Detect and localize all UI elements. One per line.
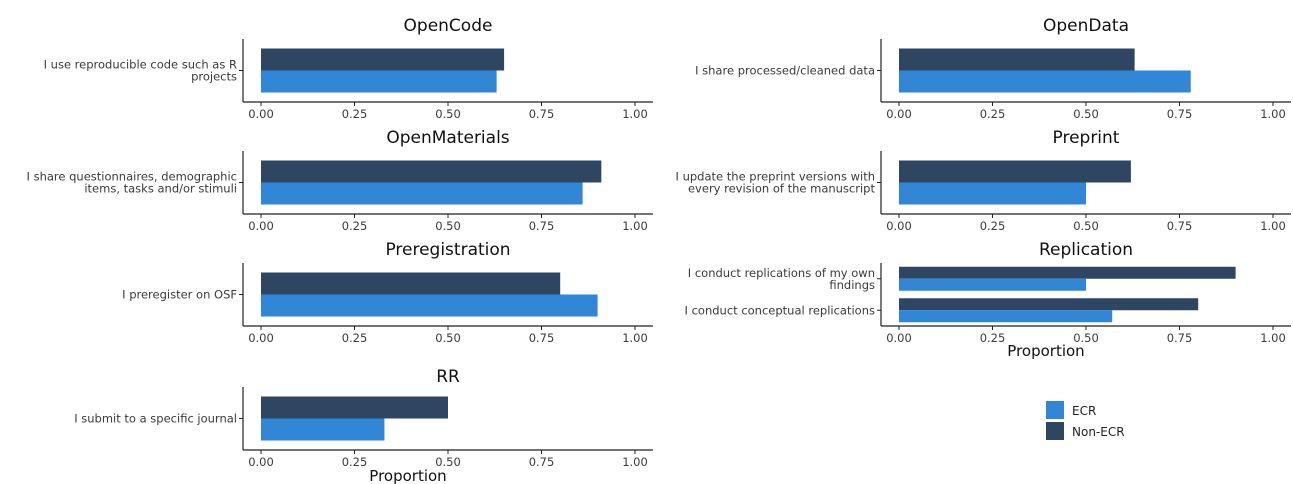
x-tick-label: 0.75 [1167,219,1193,233]
x-tick-label: 1.00 [622,331,648,345]
bar-non-ecr [899,298,1199,311]
x-tick-label: 0.75 [1167,331,1193,345]
category-label: I preregister on OSF [122,288,237,302]
x-tick-label: 0.50 [435,219,461,233]
x-tick-label: 1.00 [622,219,648,233]
x-tick-label: 0.25 [980,219,1006,233]
bar-ecr [899,70,1191,93]
panel-title: OpenMaterials [386,128,509,148]
bar-non-ecr [261,272,561,295]
x-tick-label: 1.00 [622,107,648,121]
x-tick-label: 0.25 [980,331,1006,345]
bar-ecr [899,310,1113,323]
facet-panel-preregistration: Preregistration I preregister on OSF 0.00 0… [122,240,653,345]
legend-label: Non-ECR [1072,425,1125,439]
category-label: items, tasks and/or stimuli [84,182,237,196]
x-tick-label: 0.00 [248,455,274,469]
facet-panel-opencode: OpenCode I use reproducible code such as … [44,16,653,121]
legend: ECR Non-ECR [1046,401,1125,440]
bar-non-ecr [899,160,1131,183]
bar-ecr [899,182,1086,205]
category-label: findings [829,278,875,292]
x-tick-label: 0.50 [1073,219,1099,233]
x-tick-label: 0.75 [529,107,555,121]
panel-title: OpenData [1043,16,1129,36]
x-tick-label: 1.00 [1260,107,1286,121]
x-tick-label: 0.25 [342,219,368,233]
x-tick-label: 0.50 [1073,107,1099,121]
x-tick-label: 0.00 [886,331,912,345]
panel-title: Replication [1039,240,1133,260]
bar-ecr [261,70,497,93]
x-tick-label: 0.50 [435,455,461,469]
facet-panel-opendata: OpenData I share processed/cleaned data 0.… [695,16,1291,121]
bar-ecr [261,418,385,441]
bar-non-ecr [899,48,1135,71]
x-tick-label: 0.25 [342,331,368,345]
x-tick-label: 0.75 [1167,107,1193,121]
x-tick-label: 0.25 [980,107,1006,121]
x-tick-label: 0.75 [529,455,555,469]
x-tick-label: 0.00 [248,219,274,233]
category-label: I share questionnaires, demographic [27,170,237,184]
bar-ecr [261,182,583,205]
x-tick-label: 1.00 [1260,219,1286,233]
x-tick-label: 0.25 [342,455,368,469]
x-tick-label: 0.75 [529,331,555,345]
x-tick-label: 0.50 [1073,331,1099,345]
x-tick-label: 1.00 [1260,331,1286,345]
category-label: I share processed/cleaned data [695,64,875,78]
legend-swatch [1046,401,1064,419]
category-label: projects [191,70,237,84]
x-tick-label: 0.25 [342,107,368,121]
panel-title: OpenCode [404,16,493,36]
panel-title: Preprint [1053,128,1120,148]
bar-non-ecr [899,266,1236,279]
x-tick-label: 0.50 [435,331,461,345]
x-tick-label: 0.00 [886,107,912,121]
x-tick-label: 0.00 [886,219,912,233]
legend-label: ECR [1072,404,1096,418]
facet-panel-preprint: Preprint I update the preprint versions w… [676,128,1291,233]
bar-non-ecr [261,160,602,183]
x-tick-label: 1.00 [622,455,648,469]
facet-panel-rr: RR I submit to a specific journal 0.00 0.25… [74,367,653,484]
x-axis-title: Proportion [1007,342,1084,360]
bar-ecr [899,278,1086,291]
category-label: I use reproducible code such as R [44,58,237,72]
bar-non-ecr [261,396,448,419]
facet-panel-openmaterials: OpenMaterials I share questionnaires, dem… [27,128,653,233]
x-axis-title: Proportion [369,467,446,484]
legend-swatch [1046,422,1064,440]
category-label: I conduct conceptual replications [685,303,875,317]
x-tick-label: 0.00 [248,331,274,345]
x-tick-label: 0.00 [248,107,274,121]
panel-title: Preregistration [385,240,510,260]
category-label: I conduct replications of my own [688,266,875,280]
panel-title: RR [436,367,460,387]
category-label: I submit to a specific journal [74,412,237,426]
x-tick-label: 0.75 [529,219,555,233]
category-label: I update the preprint versions with [676,170,875,184]
bar-non-ecr [261,48,505,71]
bar-ecr [261,294,598,317]
facet-panel-replication: Replication I conduct replications of my … [685,240,1291,360]
x-tick-label: 0.50 [435,107,461,121]
category-label: every revision of the manuscript [688,182,875,196]
